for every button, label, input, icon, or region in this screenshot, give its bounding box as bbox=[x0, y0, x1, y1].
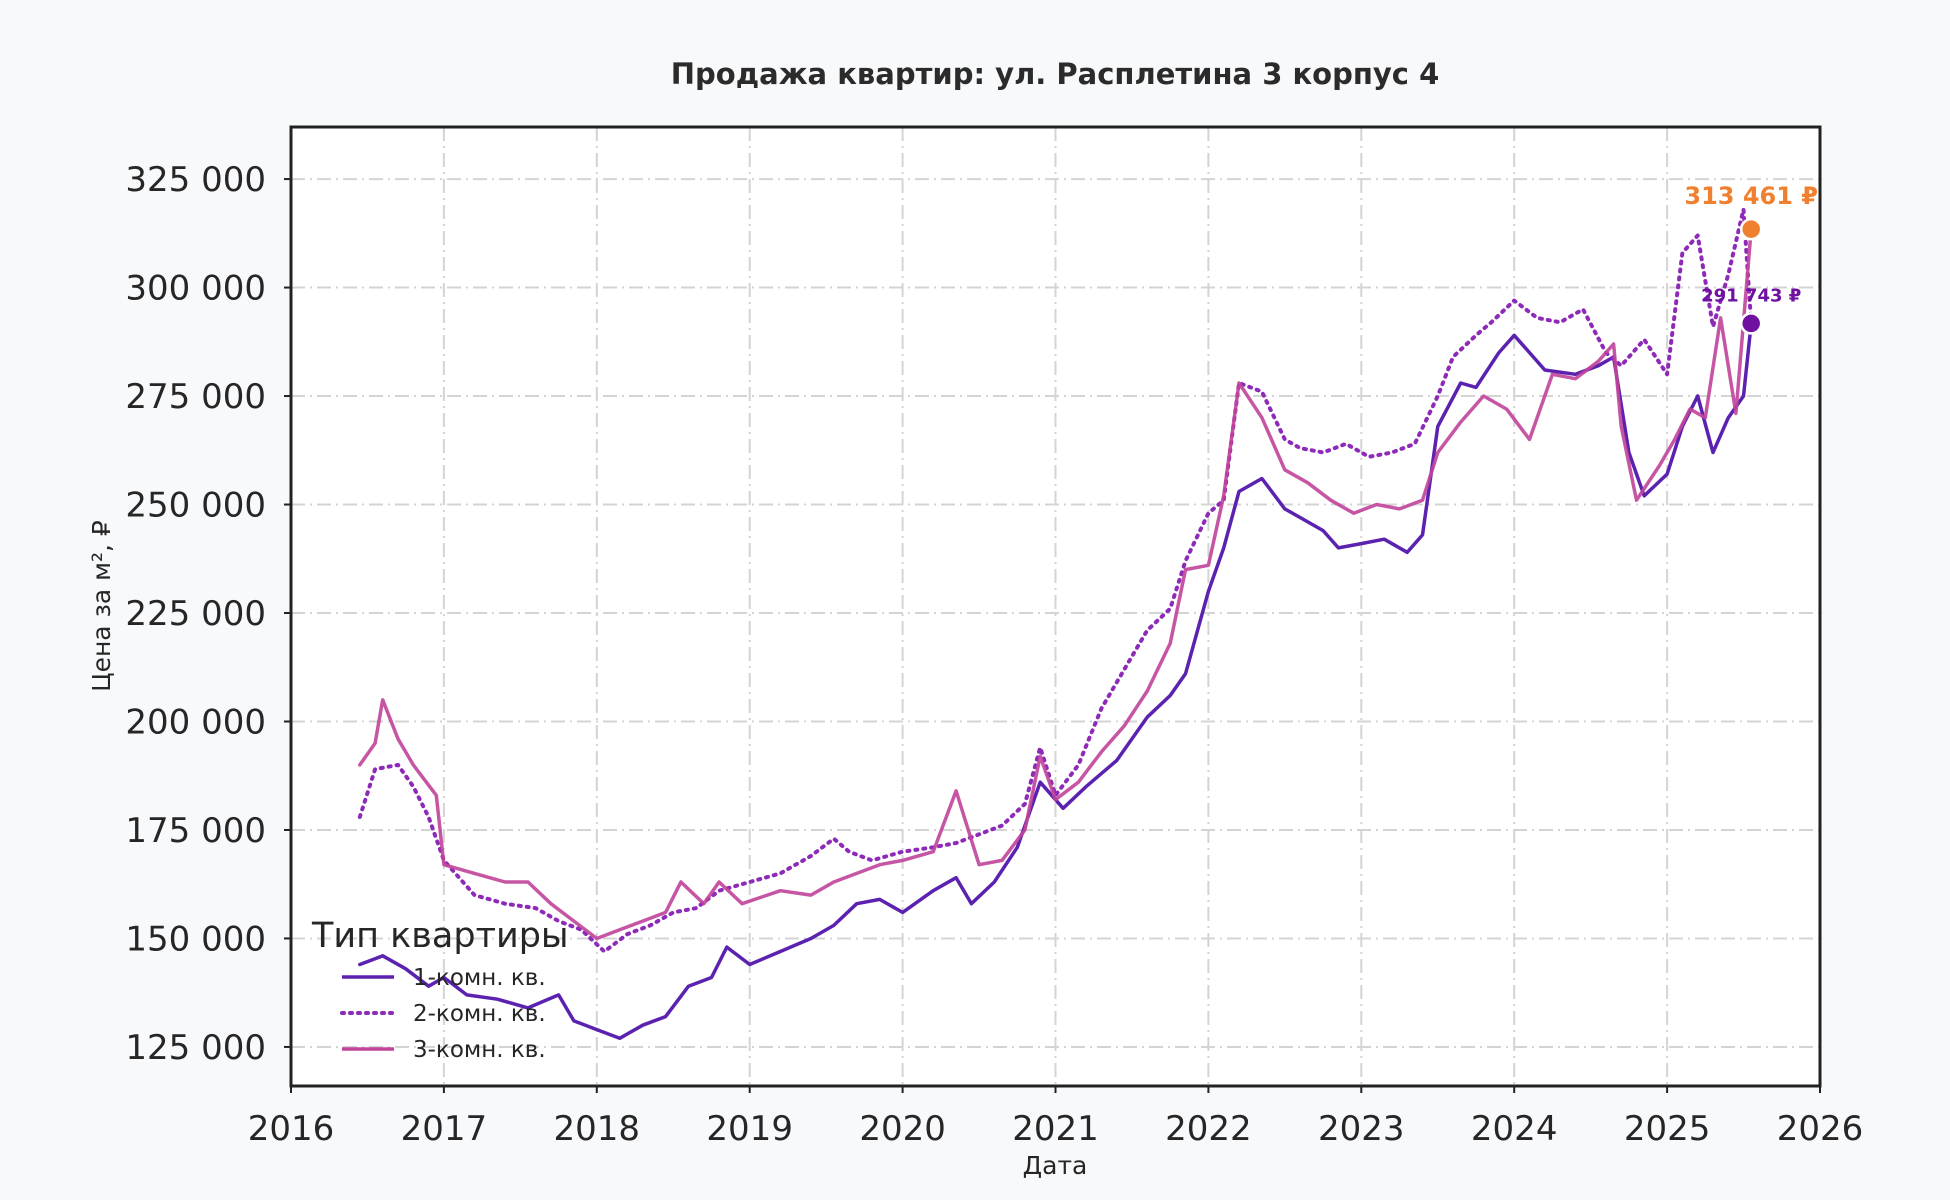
legend-item-label: 3-комн. кв. bbox=[413, 1037, 546, 1063]
y-axis: 125 000 150 000 175 000 200 000 225 000 250 0… bbox=[125, 160, 291, 1068]
x-tick-label: 2019 bbox=[706, 1109, 793, 1149]
x-tick-label: 2021 bbox=[1012, 1109, 1099, 1149]
y-tick-label: 325 000 bbox=[125, 160, 266, 200]
annotations-layer: 313 461 ₽ 291 743 ₽ bbox=[1684, 182, 1818, 335]
endpoint-label: 313 461 ₽ bbox=[1684, 182, 1818, 210]
legend-item-label: 1-комн. кв. bbox=[413, 965, 546, 991]
endpoint-marker bbox=[1739, 312, 1763, 335]
series-layer bbox=[357, 207, 1754, 1041]
x-tick-label: 2024 bbox=[1471, 1109, 1558, 1149]
x-tick-label: 2026 bbox=[1777, 1109, 1864, 1149]
y-tick-label: 150 000 bbox=[125, 919, 266, 959]
x-tick-label: 2017 bbox=[401, 1109, 488, 1149]
y-tick-label: 125 000 bbox=[125, 1028, 266, 1068]
x-tick-label: 2020 bbox=[859, 1109, 946, 1149]
endpoint-marker bbox=[1739, 217, 1763, 241]
y-tick-label: 200 000 bbox=[125, 702, 266, 742]
series-line-1 bbox=[358, 321, 1753, 1041]
y-axis-label: Цена за м², ₽ bbox=[87, 520, 116, 692]
grid bbox=[291, 127, 1820, 1086]
x-axis: 2016 2017 2018 2019 2020 2021 2022 2023 2024 2025… bbox=[248, 1086, 1864, 1149]
x-tick-label: 2016 bbox=[248, 1109, 335, 1149]
x-tick-label: 2025 bbox=[1624, 1109, 1711, 1149]
chart-title: Продажа квартир: ул. Расплетина 3 корпус… bbox=[671, 57, 1440, 91]
legend-item-label: 2-комн. кв. bbox=[413, 1001, 546, 1027]
x-tick-label: 2022 bbox=[1165, 1109, 1252, 1149]
y-tick-label: 225 000 bbox=[125, 594, 266, 634]
x-tick-label: 2018 bbox=[554, 1109, 641, 1149]
legend: Тип квартиры 1-комн. кв. 2-комн. кв. 3-ком… bbox=[311, 916, 569, 1063]
series-line-2 bbox=[357, 207, 1754, 954]
y-tick-label: 275 000 bbox=[125, 377, 266, 417]
y-tick-label: 250 000 bbox=[125, 486, 266, 526]
y-tick-label: 300 000 bbox=[125, 269, 266, 309]
x-axis-label: Дата bbox=[1023, 1151, 1088, 1180]
series-line-3 bbox=[358, 227, 1753, 941]
y-tick-label: 175 000 bbox=[125, 811, 266, 851]
legend-title: Тип квартиры bbox=[311, 916, 569, 956]
x-tick-label: 2023 bbox=[1318, 1109, 1405, 1149]
endpoint-label: 291 743 ₽ bbox=[1701, 285, 1801, 306]
